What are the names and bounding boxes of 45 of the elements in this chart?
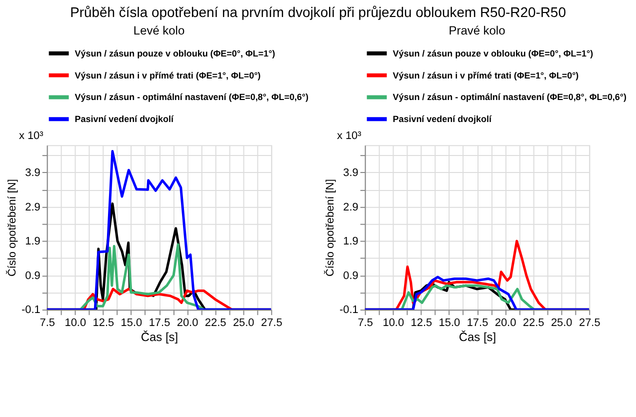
x-tick-label: 10.0 (64, 317, 86, 330)
legend-label: Výsun / zásun - optimální nastavení (ΦE=0,8°, ΦL=0,6°) (74, 92, 308, 102)
legend-label: Výsun / zásun pouze v oblouku (ΦE=0°, ΦL=1°) (74, 48, 276, 58)
legend-label: Pasivní vedení dvojkolí (392, 114, 492, 124)
x-axis-title: Čas [s] (140, 330, 178, 344)
x-tick-label: 10.0 (382, 317, 404, 330)
y-tick-label: 0.9 (25, 270, 40, 282)
x-tick-label: 12.5 (92, 317, 114, 330)
legend-label: Výsun / zásun - optimální nastavení (ΦE=0,8°, ΦL=0,6°) (392, 92, 626, 102)
legend-label: Výsun / zásun pouze v oblouku (ΦE=0°, ΦL=1°) (392, 48, 594, 58)
y-tick-label: -0.1 (22, 304, 40, 316)
y-tick-label: 0.9 (343, 270, 358, 282)
x-tick-label: 25.0 (232, 317, 254, 330)
x-tick-label: 17.5 (466, 317, 488, 330)
y-axis-title: Číslo opotřebení [N] (323, 179, 336, 277)
y-tick-label: -0.1 (340, 304, 358, 316)
x-tick-label: 15.0 (438, 317, 460, 330)
y-tick-label: 2.9 (343, 201, 358, 214)
x-tick-label: 25.0 (550, 317, 572, 330)
chart-subtitle: Pravé kolo (448, 23, 506, 38)
x-tick-label: 22.5 (522, 317, 544, 330)
y-tick-label: 3.9 (25, 166, 40, 179)
x-axis-title: Čas [s] (458, 330, 496, 344)
x-tick-label: 7.5 (40, 317, 55, 330)
text: x 10³ (336, 130, 362, 142)
text: Průběh čísla opotřebení na prvním dvojkolí při průjezdu obloukem R50-R20-R50 (70, 4, 566, 20)
x-tick-label: 20.0 (176, 317, 198, 330)
y-tick-label: 1.9 (343, 236, 358, 248)
x-tick-label: 20.0 (494, 317, 516, 330)
y-tick-label: 3.9 (343, 166, 358, 179)
x-tick-label: 15.0 (120, 317, 142, 330)
x-tick-label: 7.5 (358, 317, 373, 330)
x-tick-label: 27.5 (578, 317, 600, 330)
x-tick-label: 17.5 (148, 317, 170, 330)
legend-label: Výsun / zásun i v přímé trati (ΦE=1°, ΦL=0°) (74, 70, 261, 80)
x-tick-label: 22.5 (204, 317, 226, 330)
x-tick-label: 27.5 (260, 317, 282, 330)
text: x 10³ (18, 130, 44, 142)
legend-label: Výsun / zásun i v přímé trati (ΦE=1°, ΦL=0°) (392, 70, 579, 80)
y-axis-title: Číslo opotřebení [N] (5, 179, 18, 277)
y-tick-label: 2.9 (25, 201, 40, 214)
chart-subtitle: Levé kolo (133, 23, 185, 38)
x-tick-label: 12.5 (410, 317, 432, 330)
legend-label: Pasivní vedení dvojkolí (74, 114, 174, 124)
y-tick-label: 1.9 (25, 236, 40, 248)
